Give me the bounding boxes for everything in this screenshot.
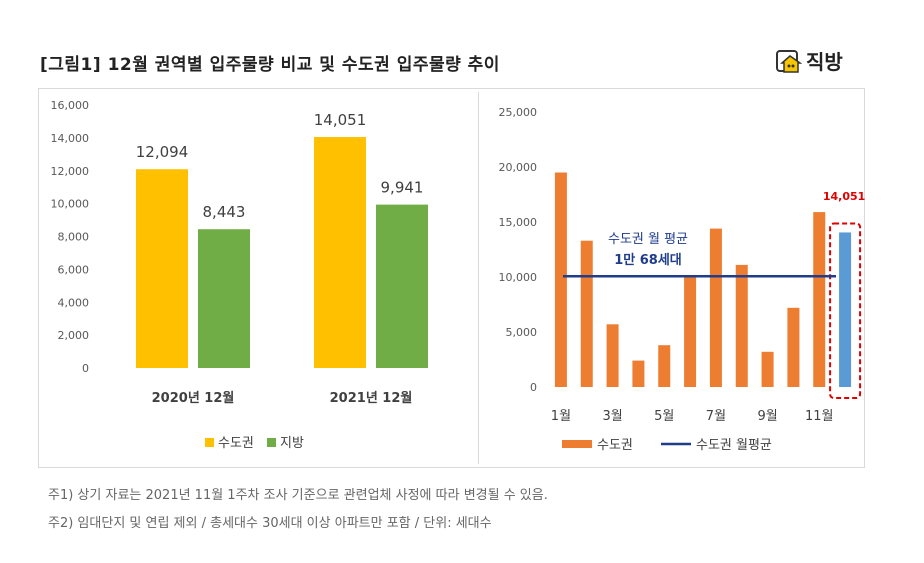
c2-xtick-label: 11월 (805, 409, 834, 424)
c2-legend-label-line: 수도권 월평균 (696, 438, 772, 453)
c1-data-label: 8,443 (203, 203, 246, 221)
c1-bar (136, 169, 188, 368)
c2-legend-label-bar: 수도권 (597, 438, 633, 453)
c2-bar (606, 324, 619, 387)
c1-ytick-label: 6,000 (58, 263, 90, 276)
c2-bar (761, 351, 774, 387)
c1-ytick-label: 10,000 (51, 198, 90, 211)
c2-bar (658, 345, 671, 387)
c1-ytick-label: 8,000 (58, 231, 90, 244)
chart-divider (478, 92, 479, 464)
c2-bar (684, 275, 697, 387)
brand-logo: 직방 (776, 46, 843, 75)
footnote-2: 주2) 임대단지 및 연립 제외 / 총세대수 30세대 이상 아파트만 포함 … (48, 516, 492, 531)
c1-legend-label: 수도권 (218, 436, 254, 451)
c1-bar (198, 229, 250, 368)
c1-bar (314, 137, 366, 368)
c2-highlight-box (829, 222, 862, 399)
c2-avg-annotation-title: 수도권 월 평균 (608, 232, 688, 247)
page-title: [그림1] 12월 권역별 입주물량 비교 및 수도권 입주물량 추이 (40, 55, 500, 75)
c2-bar (735, 264, 748, 387)
c1-data-label: 14,051 (314, 111, 367, 129)
c2-bar (580, 240, 593, 387)
c2-xtick-label: 3월 (602, 409, 622, 424)
c2-avg-annotation-value: 1만 68세대 (614, 252, 682, 268)
c2-xtick-label: 5월 (654, 409, 674, 424)
c1-ytick-label: 2,000 (58, 329, 90, 342)
c1-ytick-label: 4,000 (58, 296, 90, 309)
c2-ytick-label: 10,000 (499, 271, 538, 284)
c2-ytick-label: 0 (530, 381, 537, 394)
c1-ytick-label: 14,000 (51, 132, 90, 145)
brand-name: 직방 (806, 50, 843, 74)
c1-data-label: 9,941 (381, 179, 424, 197)
c1-legend-swatch (205, 438, 214, 447)
c2-bar (813, 212, 826, 387)
c1-bar (376, 204, 428, 368)
c2-ytick-label: 20,000 (499, 161, 538, 174)
c2-bar (787, 307, 800, 387)
c2-xtick-label: 1월 (551, 409, 571, 424)
c2-xtick-label: 7월 (706, 409, 726, 424)
c2-ytick-label: 25,000 (499, 106, 538, 119)
c1-ytick-label: 0 (82, 362, 89, 375)
c2-highlight-label: 14,051 (823, 190, 865, 203)
c1-ytick-label: 12,000 (51, 165, 90, 178)
c2-bar (632, 360, 645, 387)
c1-category-label: 2021년 12월 (330, 390, 413, 406)
c1-data-label: 12,094 (136, 143, 189, 161)
c2-bar (709, 228, 722, 387)
footnote-1: 주1) 상기 자료는 2021년 11월 1주차 조사 기준으로 관련업체 사정… (48, 488, 548, 503)
c2-legend-swatch-bar (562, 440, 592, 448)
c2-bar (554, 172, 567, 387)
c1-category-label: 2020년 12월 (152, 390, 235, 406)
c2-ytick-label: 5,000 (506, 326, 538, 339)
house-logo-icon (776, 49, 802, 73)
c2-ytick-label: 15,000 (499, 216, 538, 229)
c1-ytick-label: 16,000 (51, 99, 90, 112)
chart-frame (38, 88, 865, 468)
c1-legend-label: 지방 (280, 436, 304, 451)
c1-legend-swatch (267, 438, 276, 447)
c2-bar (839, 232, 852, 387)
c2-xtick-label: 9월 (757, 409, 777, 424)
